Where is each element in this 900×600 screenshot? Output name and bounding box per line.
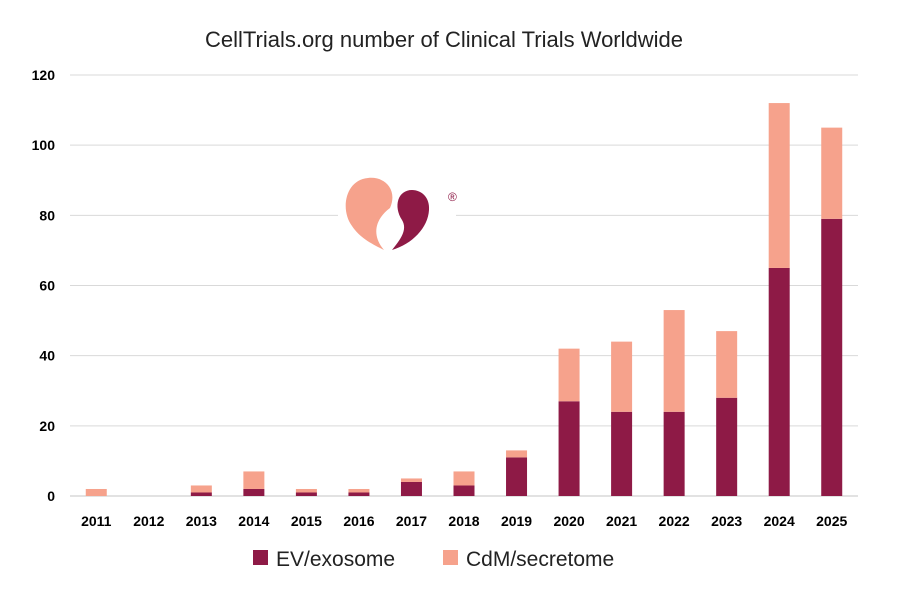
bar-ev-exosome-2024 bbox=[768, 267, 790, 496]
legend-label-ev-exosome: EV/exosome bbox=[276, 548, 395, 571]
chart-title: CellTrials.org number of Clinical Trials… bbox=[205, 27, 683, 52]
bar-ev-exosome-2021 bbox=[611, 411, 633, 496]
bar-cdm-secretome-2015 bbox=[295, 488, 317, 493]
legend-label-cdm-secretome: CdM/secretome bbox=[466, 548, 614, 571]
bar-ev-exosome-2020 bbox=[558, 401, 580, 496]
bar-ev-exosome-2022 bbox=[663, 411, 685, 496]
bar-ev-exosome-2014 bbox=[243, 488, 265, 496]
bars bbox=[85, 103, 843, 496]
x-tick-label: 2012 bbox=[133, 513, 164, 529]
bar-ev-exosome-2013 bbox=[190, 492, 212, 496]
logo: ® bbox=[338, 172, 457, 254]
legend-swatch-ev-exosome bbox=[253, 550, 268, 565]
x-tick-label: 2025 bbox=[816, 513, 847, 529]
bar-cdm-secretome-2024 bbox=[768, 103, 790, 268]
x-tick-label: 2022 bbox=[659, 513, 690, 529]
bar-ev-exosome-2016 bbox=[348, 492, 370, 496]
x-tick-label: 2013 bbox=[186, 513, 217, 529]
x-tick-label: 2021 bbox=[606, 513, 637, 529]
x-tick-label: 2015 bbox=[291, 513, 322, 529]
bar-cdm-secretome-2022 bbox=[663, 310, 685, 412]
bar-cdm-secretome-2020 bbox=[558, 348, 580, 402]
bar-cdm-secretome-2016 bbox=[348, 488, 370, 493]
legend-swatch-cdm-secretome bbox=[443, 550, 458, 565]
bar-cdm-secretome-2013 bbox=[190, 485, 212, 493]
logo-right-drop bbox=[392, 190, 430, 250]
y-tick-label: 120 bbox=[32, 67, 56, 83]
bar-cdm-secretome-2021 bbox=[611, 341, 633, 412]
x-tick-label: 2017 bbox=[396, 513, 427, 529]
x-axis-ticks: 2011 2012 2013 2014 2015 2016 2017 2018 2019 2020… bbox=[81, 513, 847, 529]
y-tick-label: 80 bbox=[39, 207, 55, 223]
logo-left-drop bbox=[345, 177, 393, 250]
bar-ev-exosome-2019 bbox=[506, 457, 528, 496]
x-tick-label: 2018 bbox=[448, 513, 479, 529]
y-tick-label: 100 bbox=[32, 137, 56, 153]
bar-ev-exosome-2018 bbox=[453, 485, 475, 496]
x-tick-label: 2024 bbox=[764, 513, 795, 529]
x-tick-label: 2019 bbox=[501, 513, 532, 529]
bar-ev-exosome-2015 bbox=[295, 492, 317, 496]
bar-cdm-secretome-2011 bbox=[85, 488, 107, 496]
y-tick-label: 20 bbox=[39, 418, 55, 434]
legend: EV/exosome CdM/secretome bbox=[253, 548, 614, 571]
bar-ev-exosome-2025 bbox=[821, 218, 843, 496]
x-tick-label: 2011 bbox=[81, 513, 112, 529]
bar-cdm-secretome-2017 bbox=[400, 478, 422, 482]
bar-ev-exosome-2017 bbox=[400, 481, 422, 496]
y-tick-label: 40 bbox=[39, 348, 55, 364]
bar-ev-exosome-2023 bbox=[716, 397, 738, 496]
x-tick-label: 2023 bbox=[711, 513, 742, 529]
bar-cdm-secretome-2018 bbox=[453, 471, 475, 486]
y-axis-ticks: 0 20 40 60 80 100 120 bbox=[32, 67, 56, 504]
gridlines bbox=[70, 74, 858, 497]
bar-cdm-secretome-2019 bbox=[506, 450, 528, 458]
x-tick-label: 2020 bbox=[553, 513, 584, 529]
x-tick-label: 2014 bbox=[238, 513, 269, 529]
y-tick-label: 60 bbox=[39, 278, 55, 294]
x-tick-label: 2016 bbox=[343, 513, 374, 529]
bar-cdm-secretome-2023 bbox=[716, 331, 738, 398]
y-tick-label: 0 bbox=[47, 488, 55, 504]
registered-mark: ® bbox=[448, 190, 457, 204]
bar-cdm-secretome-2014 bbox=[243, 471, 265, 489]
bar-cdm-secretome-2025 bbox=[821, 127, 843, 219]
